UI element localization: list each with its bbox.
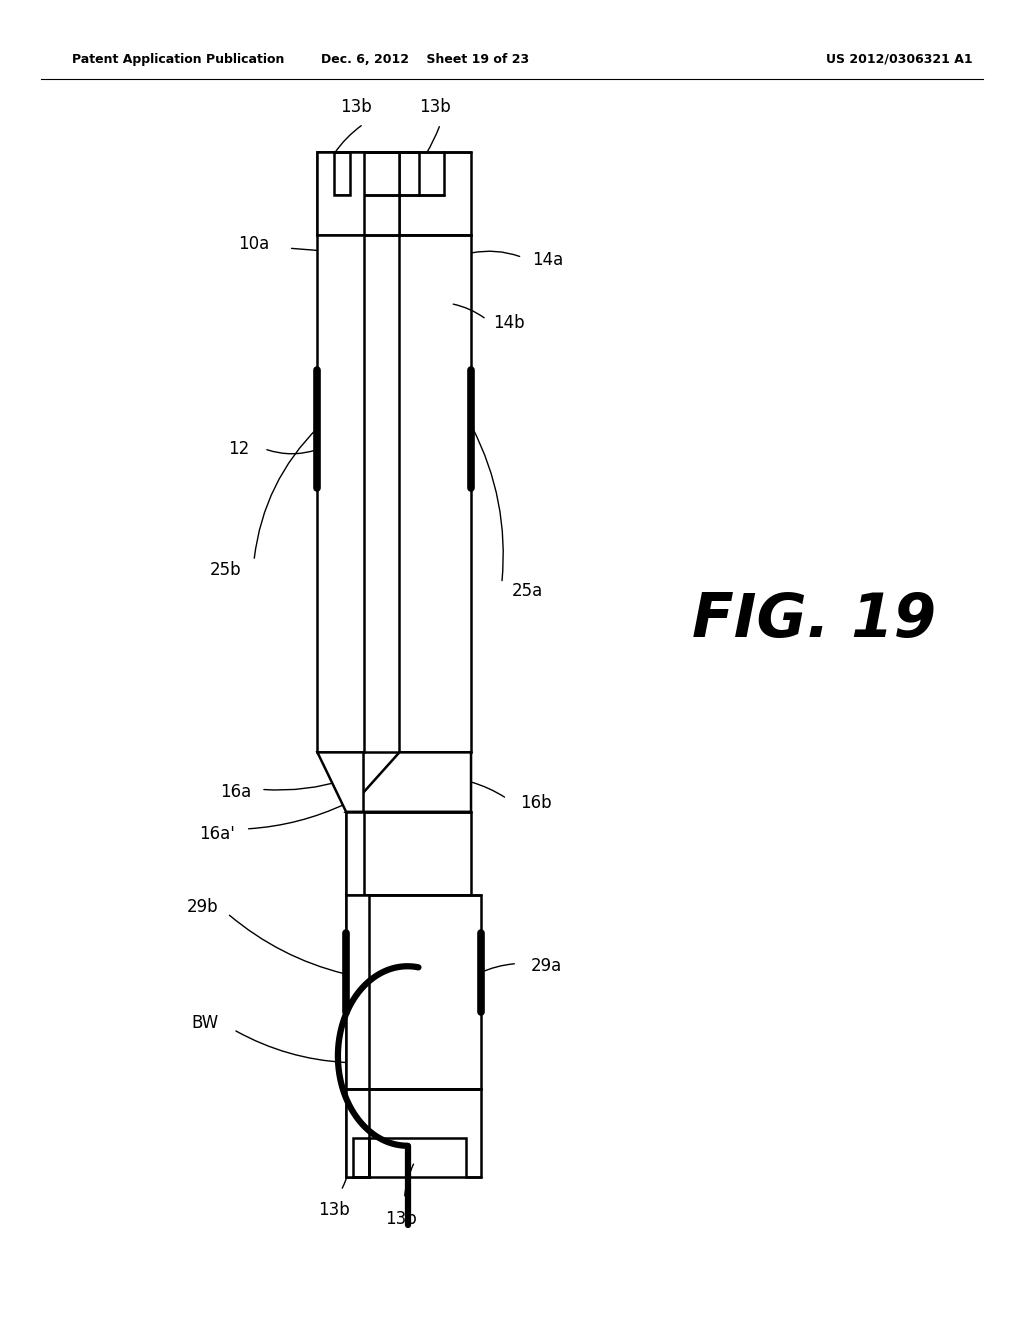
Text: Dec. 6, 2012    Sheet 19 of 23: Dec. 6, 2012 Sheet 19 of 23: [321, 53, 529, 66]
Text: 14b: 14b: [494, 314, 525, 333]
Text: 12: 12: [228, 440, 249, 458]
Text: FIG. 19: FIG. 19: [692, 591, 936, 649]
Polygon shape: [346, 1089, 481, 1177]
Polygon shape: [317, 152, 364, 235]
Polygon shape: [346, 1089, 369, 1177]
Polygon shape: [317, 152, 399, 235]
Text: 13b: 13b: [385, 1210, 418, 1229]
Text: BW: BW: [191, 1014, 218, 1032]
Polygon shape: [399, 235, 471, 752]
Text: 16b: 16b: [520, 793, 552, 812]
Text: 25a: 25a: [512, 582, 544, 601]
Polygon shape: [346, 812, 471, 895]
Polygon shape: [346, 895, 369, 1089]
Polygon shape: [399, 152, 471, 235]
Text: 13b: 13b: [419, 98, 452, 116]
Text: 29a: 29a: [530, 957, 562, 975]
Text: 13b: 13b: [317, 1201, 350, 1220]
Polygon shape: [346, 752, 471, 812]
Text: 10a: 10a: [239, 235, 269, 253]
Polygon shape: [317, 235, 364, 752]
Text: 13b: 13b: [340, 98, 373, 116]
Text: 25b: 25b: [210, 561, 241, 579]
Text: Patent Application Publication: Patent Application Publication: [72, 53, 284, 66]
Text: 16a: 16a: [220, 783, 251, 801]
Polygon shape: [346, 895, 481, 1089]
Polygon shape: [317, 752, 364, 812]
Text: 29b: 29b: [187, 898, 218, 916]
Text: US 2012/0306321 A1: US 2012/0306321 A1: [826, 53, 973, 66]
Text: 16a': 16a': [199, 825, 236, 843]
Polygon shape: [346, 812, 364, 895]
Text: 14a: 14a: [532, 251, 564, 269]
